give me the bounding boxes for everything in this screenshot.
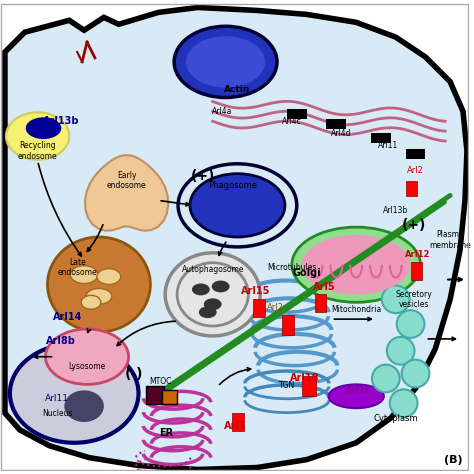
Text: Arl2: Arl2 xyxy=(407,166,424,175)
Text: Arl18: Arl18 xyxy=(290,374,319,383)
Text: Secretory
vesicles: Secretory vesicles xyxy=(395,290,432,309)
Ellipse shape xyxy=(174,26,277,98)
Text: Arl4a: Arl4a xyxy=(212,107,233,116)
Bar xyxy=(327,119,346,129)
Ellipse shape xyxy=(47,237,150,332)
Ellipse shape xyxy=(199,306,217,318)
Ellipse shape xyxy=(6,112,69,160)
Ellipse shape xyxy=(212,281,229,292)
Text: Arl4d: Arl4d xyxy=(331,128,352,137)
Ellipse shape xyxy=(292,227,420,302)
Bar xyxy=(406,181,418,196)
Text: (+): (+) xyxy=(401,218,426,232)
Text: Arl5: Arl5 xyxy=(313,283,336,292)
Text: MTOC: MTOC xyxy=(149,377,172,386)
Text: Arl14: Arl14 xyxy=(53,312,82,322)
Ellipse shape xyxy=(390,389,418,417)
Ellipse shape xyxy=(97,269,121,284)
Text: Arl15: Arl15 xyxy=(241,286,270,296)
Text: Arl11: Arl11 xyxy=(46,394,69,403)
Ellipse shape xyxy=(46,329,128,384)
Text: Autophagosome: Autophagosome xyxy=(182,265,244,274)
Ellipse shape xyxy=(10,344,138,443)
Text: Early
endosome: Early endosome xyxy=(107,171,146,190)
Text: Recycling
endosome: Recycling endosome xyxy=(18,141,57,161)
Ellipse shape xyxy=(372,365,400,392)
Text: TGN: TGN xyxy=(279,381,295,390)
Text: Arl12: Arl12 xyxy=(405,250,430,259)
Ellipse shape xyxy=(204,298,222,310)
Text: Mitochondria: Mitochondria xyxy=(331,305,381,314)
Text: Microtubules: Microtubules xyxy=(267,263,317,272)
Bar xyxy=(410,262,422,280)
Text: ER: ER xyxy=(159,428,173,438)
Bar xyxy=(315,294,327,312)
Text: Arl8b: Arl8b xyxy=(46,336,76,346)
Text: Plasma
membrane: Plasma membrane xyxy=(429,230,471,250)
Text: Arl16: Arl16 xyxy=(345,386,372,395)
Ellipse shape xyxy=(192,283,210,295)
Text: (B): (B) xyxy=(444,455,463,465)
Ellipse shape xyxy=(328,384,384,408)
Ellipse shape xyxy=(81,295,101,309)
Text: Arl1: Arl1 xyxy=(224,421,247,431)
Ellipse shape xyxy=(165,253,260,336)
Text: Arl11: Arl11 xyxy=(378,141,398,150)
Text: Nucleus: Nucleus xyxy=(42,409,73,418)
Ellipse shape xyxy=(382,285,410,313)
Text: Cytoplasm: Cytoplasm xyxy=(374,413,418,422)
Bar xyxy=(253,299,265,317)
Text: (+): (+) xyxy=(191,169,215,182)
Bar xyxy=(146,386,164,404)
Ellipse shape xyxy=(397,310,424,338)
Bar xyxy=(162,391,177,404)
Text: Golgi: Golgi xyxy=(292,268,321,278)
Bar xyxy=(302,376,316,396)
Bar xyxy=(287,109,307,119)
Text: Actin: Actin xyxy=(224,85,251,94)
Text: (-): (-) xyxy=(124,366,143,381)
Text: Late
endosome: Late endosome xyxy=(57,258,97,277)
Ellipse shape xyxy=(86,289,112,304)
Ellipse shape xyxy=(401,360,429,387)
Polygon shape xyxy=(5,8,467,469)
Bar xyxy=(406,149,425,159)
Text: Phagosome: Phagosome xyxy=(208,181,257,190)
Ellipse shape xyxy=(190,173,285,237)
Ellipse shape xyxy=(186,36,265,88)
Bar xyxy=(282,315,294,335)
Polygon shape xyxy=(85,155,168,231)
Text: Arl2: Arl2 xyxy=(266,303,283,312)
Text: Lysosome: Lysosome xyxy=(68,362,106,371)
Ellipse shape xyxy=(26,117,61,139)
Ellipse shape xyxy=(70,266,98,283)
Text: Arl13b: Arl13b xyxy=(43,116,80,126)
Ellipse shape xyxy=(302,235,410,294)
Bar xyxy=(371,133,391,143)
Bar xyxy=(232,413,245,431)
Text: Arl13b: Arl13b xyxy=(383,206,409,215)
Text: Arl4c: Arl4c xyxy=(282,117,302,126)
Ellipse shape xyxy=(64,391,104,422)
Ellipse shape xyxy=(387,337,415,365)
